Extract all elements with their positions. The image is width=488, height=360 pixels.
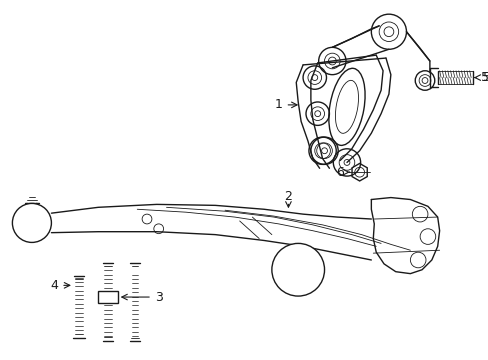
Bar: [98, 291, 118, 303]
Text: 5: 5: [474, 71, 488, 84]
Text: 2: 2: [284, 190, 292, 203]
Text: 1: 1: [274, 98, 297, 111]
Circle shape: [12, 203, 51, 242]
Circle shape: [271, 243, 324, 296]
Text: 6: 6: [336, 166, 349, 179]
Text: 4: 4: [50, 279, 70, 292]
Text: 5: 5: [482, 71, 488, 84]
Text: 3: 3: [122, 291, 163, 303]
